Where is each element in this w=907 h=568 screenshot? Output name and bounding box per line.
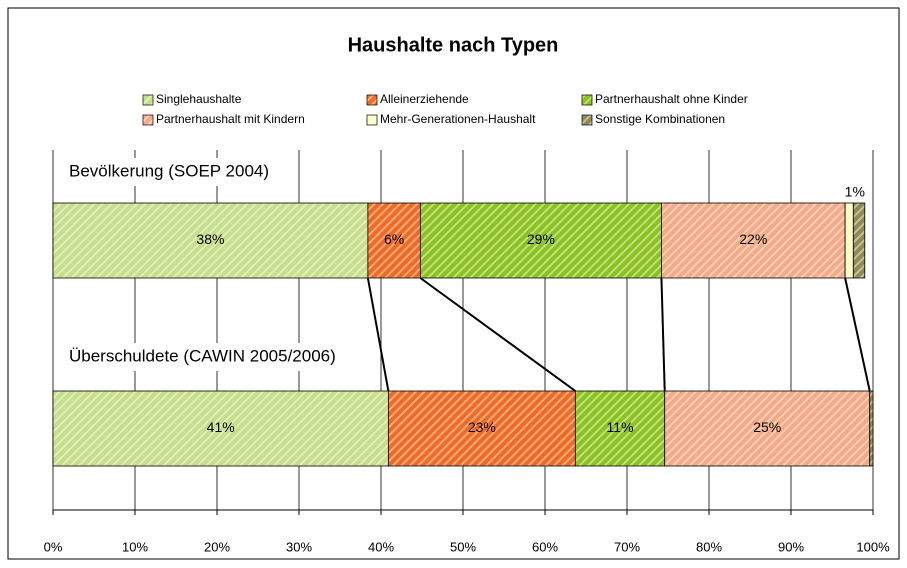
bar-segment: [852, 202, 866, 279]
value-label: 1%: [845, 184, 865, 200]
legend-swatch: [142, 94, 154, 106]
bar-segment: [52, 390, 389, 467]
connector-line: [844, 277, 871, 392]
x-tick-label: 40%: [368, 539, 394, 554]
legend-label: Partnerhaushalt mit Kindern: [156, 112, 305, 126]
value-label: 22%: [739, 231, 767, 247]
x-tick-label: 10%: [122, 539, 148, 554]
legend-label: Singlehaushalte: [156, 92, 242, 106]
x-tick-label: 80%: [696, 539, 722, 554]
legend-label: Alleinerziehende: [380, 92, 469, 106]
bar-segment: [869, 390, 874, 467]
bar-segment: [367, 202, 421, 279]
legend-label: Sonstige Kombinationen: [595, 112, 725, 126]
legend-swatch: [366, 94, 378, 106]
x-tick-label: 30%: [286, 539, 312, 554]
bar-segment: [574, 390, 666, 467]
x-tick-label: 0%: [44, 539, 63, 554]
x-tick-label: 90%: [778, 539, 804, 554]
legend-swatch: [581, 114, 593, 126]
x-tick-label: 20%: [204, 539, 230, 554]
bar-segment: [844, 202, 854, 279]
connector-line: [419, 277, 576, 392]
bar-segment: [661, 202, 846, 279]
category-label: Bevölkerung (SOEP 2004): [69, 161, 269, 180]
bar-segment: [419, 202, 662, 279]
x-tick-label: 70%: [614, 539, 640, 554]
x-tick-label: 100%: [856, 539, 890, 554]
legend-swatch: [581, 94, 593, 106]
legend-swatch: [366, 114, 378, 126]
connector-line: [660, 277, 666, 392]
x-tick-label: 60%: [532, 539, 558, 554]
legend-swatch: [142, 114, 154, 126]
chart-title: Haushalte nach Typen: [348, 34, 559, 56]
x-tick-label: 50%: [450, 539, 476, 554]
value-label: 23%: [468, 419, 496, 435]
value-label: 29%: [527, 231, 555, 247]
value-label: 11%: [607, 419, 634, 435]
value-label: 25%: [753, 419, 781, 435]
bar-segment: [52, 202, 369, 279]
chart-frame: [7, 7, 900, 560]
value-label: 41%: [207, 419, 235, 435]
value-label: 6%: [384, 231, 404, 247]
legend-label: Mehr-Generationen-Haushalt: [380, 112, 536, 126]
category-label: Überschuldete (CAWIN 2005/2006): [69, 346, 336, 365]
value-label: 38%: [196, 231, 224, 247]
bar-segment: [664, 390, 871, 467]
connector-line: [366, 277, 390, 392]
category-label-bg: [54, 343, 349, 371]
category-label-bg: [54, 158, 283, 186]
legend-label: Partnerhaushalt ohne Kinder: [595, 92, 748, 106]
bar-segment: [387, 390, 576, 467]
